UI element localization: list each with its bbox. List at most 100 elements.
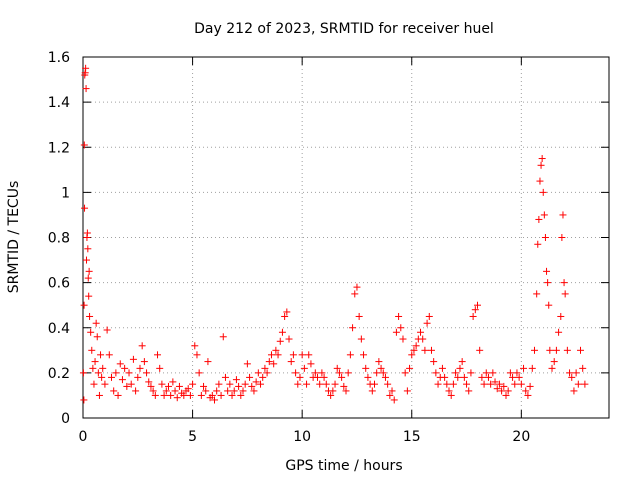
data-point xyxy=(85,292,93,300)
data-point xyxy=(246,373,254,381)
data-point xyxy=(432,369,440,377)
data-point xyxy=(534,240,542,248)
data-point xyxy=(579,364,587,372)
data-point xyxy=(248,382,256,390)
data-point xyxy=(186,391,194,399)
data-point xyxy=(322,380,330,388)
data-point xyxy=(103,326,111,334)
data-point xyxy=(265,358,273,366)
data-point xyxy=(421,346,429,354)
data-point xyxy=(375,358,383,366)
data-point xyxy=(390,396,398,404)
data-point xyxy=(401,369,409,377)
y-tick-label: 0.8 xyxy=(48,231,70,247)
data-point xyxy=(193,351,201,359)
data-point xyxy=(298,351,306,359)
x-axis-label: GPS time / hours xyxy=(285,458,402,474)
data-point xyxy=(346,351,354,359)
data-point xyxy=(452,369,460,377)
data-point xyxy=(259,373,267,381)
data-point xyxy=(517,380,525,388)
data-point xyxy=(430,358,438,366)
data-point xyxy=(353,283,361,291)
x-tick-label: 5 xyxy=(188,429,197,445)
data-point xyxy=(526,382,534,390)
data-point xyxy=(123,382,131,390)
data-point xyxy=(395,312,403,320)
y-tick-label: 0.6 xyxy=(48,276,70,292)
y-tick-label: 1 xyxy=(61,185,70,201)
data-point xyxy=(276,337,284,345)
data-point xyxy=(93,333,101,341)
data-point xyxy=(399,335,407,343)
data-point xyxy=(169,378,177,386)
data-point xyxy=(219,333,227,341)
data-point xyxy=(373,369,381,377)
data-point xyxy=(95,391,103,399)
data-point xyxy=(224,387,232,395)
data-point xyxy=(560,279,568,287)
data-point xyxy=(559,211,567,219)
chart-title: Day 212 of 2023, SRMTID for receiver hue… xyxy=(194,21,494,37)
y-tick-label: 0.2 xyxy=(48,366,70,382)
data-point xyxy=(274,351,282,359)
data-point xyxy=(125,369,133,377)
data-point xyxy=(340,382,348,390)
data-point xyxy=(506,369,514,377)
y-tick-label: 1.6 xyxy=(48,50,70,66)
data-point xyxy=(105,351,113,359)
axis-ticks: 0 5 10 15 20 0 0.2 0.4 0.6 0.8 1 1.2 1.4 1.6 xyxy=(48,50,609,445)
data-point xyxy=(112,369,120,377)
data-point xyxy=(272,346,280,354)
data-point xyxy=(195,369,203,377)
data-point xyxy=(158,380,166,388)
data-point xyxy=(235,382,243,390)
data-marks xyxy=(79,64,589,404)
data-point xyxy=(557,312,565,320)
data-point xyxy=(443,380,451,388)
data-point xyxy=(568,373,576,381)
data-point xyxy=(491,378,499,386)
data-point xyxy=(364,373,372,381)
data-point xyxy=(463,380,471,388)
data-point xyxy=(184,385,192,393)
data-point xyxy=(410,346,418,354)
data-point xyxy=(202,387,210,395)
data-point xyxy=(208,391,216,399)
y-tick-label: 1.2 xyxy=(48,140,70,156)
data-point xyxy=(79,369,87,377)
data-point xyxy=(530,346,538,354)
y-tick-label: 0 xyxy=(61,411,70,427)
data-point xyxy=(484,373,492,381)
data-point xyxy=(180,391,188,399)
data-point xyxy=(296,373,304,381)
data-point xyxy=(132,387,140,395)
data-point xyxy=(342,387,350,395)
data-point xyxy=(524,391,532,399)
data-point xyxy=(574,380,582,388)
data-point xyxy=(88,346,96,354)
data-point xyxy=(173,394,181,402)
data-point xyxy=(515,373,523,381)
data-point xyxy=(285,335,293,343)
data-point xyxy=(82,85,90,93)
data-point xyxy=(254,369,262,377)
data-point xyxy=(449,380,457,388)
data-point xyxy=(384,380,392,388)
data-point xyxy=(581,380,589,388)
data-point xyxy=(329,387,337,395)
data-point xyxy=(237,391,245,399)
data-point xyxy=(528,364,536,372)
y-tick-label: 1.4 xyxy=(48,95,70,111)
data-point xyxy=(164,382,172,390)
data-point xyxy=(221,373,229,381)
data-point xyxy=(544,279,552,287)
data-point xyxy=(316,380,324,388)
data-point xyxy=(511,380,519,388)
data-point xyxy=(83,229,91,237)
data-point xyxy=(351,290,359,298)
data-point xyxy=(239,387,247,395)
data-point xyxy=(487,380,495,388)
data-point xyxy=(116,360,124,368)
data-point xyxy=(305,351,313,359)
